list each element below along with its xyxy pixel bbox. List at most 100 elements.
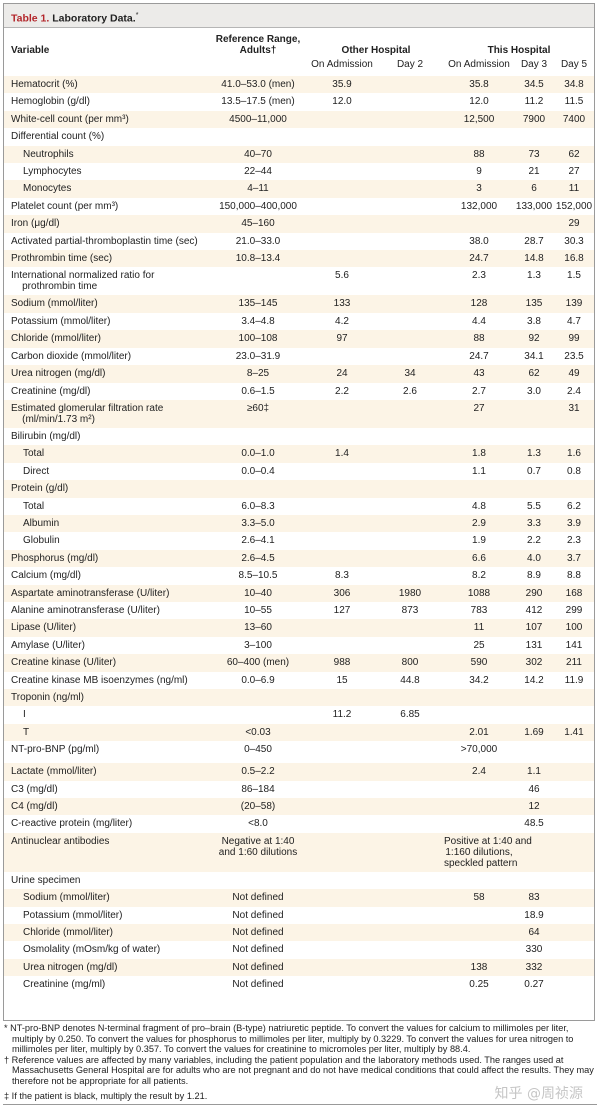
cell-other-day-2	[376, 233, 444, 250]
cell-this-on-admission: 24.7	[469, 253, 489, 265]
cell-reference-range: 2.6–4.1	[241, 535, 275, 547]
cell-this-day-3	[514, 428, 554, 445]
cell-this-day-5	[554, 763, 594, 780]
cell-reference-range: 10.8–13.4	[235, 253, 281, 265]
table-row: White-cell count (per mm³) 4500–11,000 12,…	[4, 110, 594, 129]
cell-reference-range: ≥60‡	[246, 402, 270, 414]
cell-this-day-5: 31	[568, 402, 580, 414]
cell-variable: Hemoglobin (g/dl)	[11, 96, 90, 108]
table-row: Lactate (mmol/liter) 0.5–2.2 2.4 1.1	[4, 763, 594, 781]
cell-reference-range: Not defined	[232, 944, 284, 956]
cell-this-day-5: 100	[565, 622, 583, 634]
cell-reference-range: (20–58)	[240, 801, 276, 813]
cell-this-day-5: 27	[568, 166, 580, 178]
cell-other-on-admission	[308, 889, 376, 906]
cell-this-day-3: 302	[525, 657, 543, 669]
cell-this-day-5	[554, 480, 594, 497]
cell-this-day-3: 1.69	[524, 726, 544, 738]
cell-this-day-3: 14.2	[524, 674, 544, 686]
table-row: Hemoglobin (g/dl) 13.5–17.5 (men) 12.0 12.0…	[4, 93, 594, 110]
cell-reference-range: 0–450	[244, 744, 272, 756]
cell-other-day-2	[376, 550, 444, 567]
cell-this-day-3: 92	[528, 333, 540, 345]
cell-reference-range	[208, 689, 308, 706]
cell-other-on-admission	[308, 400, 376, 428]
cell-other-day-2	[376, 400, 444, 428]
cell-other-day-2: 6.85	[400, 709, 420, 721]
table-row: T <0.03 2.01 1.69 1.41	[4, 723, 594, 742]
cell-this-day-3	[514, 706, 554, 723]
cell-this-day-5: 168	[565, 587, 583, 599]
cell-this-on-admission	[444, 924, 514, 941]
cell-variable: Platelet count (per mm³)	[11, 200, 119, 212]
table-row: NT-pro-BNP (pg/ml) 0–450 >70,000	[4, 741, 594, 763]
cell-this-day-3: 4.0	[527, 552, 541, 564]
table-row: Creatine kinase (U/liter) 60–400 (men) 988…	[4, 654, 594, 672]
cell-other-day-2	[376, 76, 444, 93]
cell-other-on-admission	[308, 833, 376, 872]
cell-this-day-3	[514, 400, 554, 428]
cell-other-on-admission	[308, 498, 376, 515]
cell-reference-range: 13–60	[244, 622, 272, 634]
cell-this-day-3: 64	[528, 927, 540, 939]
cell-this-day-3: 0.7	[527, 465, 541, 477]
cell-variable: Creatine kinase MB isoenzymes (ng/ml)	[11, 674, 188, 686]
cell-other-day-2	[376, 763, 444, 780]
subheader-this-day-5: Day 5	[560, 59, 588, 70]
cell-other-on-admission	[308, 163, 376, 180]
cell-this-on-admission: 43	[473, 368, 485, 380]
cell-this-day-3: 21	[528, 166, 540, 178]
cell-this-on-admission: 2.7	[472, 385, 486, 397]
cell-variable: Phosphorus (mg/dl)	[11, 552, 99, 564]
cell-other-on-admission	[308, 233, 376, 250]
cell-other-on-admission	[308, 128, 376, 145]
cell-reference-range: 86–184	[241, 783, 275, 795]
cell-variable: Osmolality (mOsm/kg of water)	[23, 944, 161, 956]
cell-variable: White-cell count (per mm³)	[11, 113, 129, 125]
cell-variable: Total	[23, 500, 45, 512]
table-row: Osmolality (mOsm/kg of water) Not defined…	[4, 941, 594, 958]
cell-other-day-2	[376, 941, 444, 958]
cell-this-on-admission	[444, 128, 514, 145]
cell-other-on-admission	[308, 872, 376, 889]
cell-variable: C3 (mg/dl)	[11, 783, 58, 795]
cell-variable: Antinuclear antibodies	[11, 835, 110, 847]
cell-variable: Aspartate aminotransferase (U/liter)	[11, 587, 170, 599]
cell-this-day-5: 11.5	[564, 96, 584, 108]
cell-variable: Lymphocytes	[23, 166, 82, 178]
cell-other-day-2	[376, 567, 444, 584]
table-row: Urea nitrogen (mg/dl) Not defined 138 332	[4, 958, 594, 977]
cell-other-on-admission: 11.2	[332, 709, 352, 721]
cell-reference-range: 3–100	[244, 639, 272, 651]
cell-variable: Troponin (ng/ml)	[11, 692, 84, 703]
cell-this-on-admission: 8.2	[472, 570, 486, 582]
cell-variable: Potassium (mmol/liter)	[23, 909, 123, 921]
cell-this-day-5: 2.3	[567, 535, 581, 547]
cell-this-day-5	[554, 959, 594, 976]
table-row: Total 6.0–8.3 4.8 5.5 6.2	[4, 498, 594, 515]
table-row: Monocytes 4–11 3 6 11	[4, 180, 594, 198]
header-variable: Variable	[11, 45, 50, 56]
cell-this-day-3: 46	[528, 783, 540, 795]
table-row: Total 0.0–1.0 1.4 1.8 1.3 1.6	[4, 445, 594, 463]
cell-other-day-2	[376, 480, 444, 497]
cell-other-day-2	[376, 215, 444, 232]
cell-other-on-admission	[308, 924, 376, 941]
table-row: Neutrophils 40–70 88 73 62	[4, 145, 594, 164]
cell-other-day-2	[376, 267, 444, 295]
cell-other-on-admission: 2.2	[335, 385, 349, 397]
cell-variable: Bilirubin (mg/dl)	[11, 430, 81, 442]
cell-reference-range: 60–400 (men)	[226, 657, 290, 669]
cell-reference-range: <8.0	[248, 818, 268, 830]
cell-this-day-3: 0.27	[524, 979, 544, 991]
cell-other-day-2	[376, 515, 444, 532]
cell-variable: Sodium (mmol/liter)	[23, 892, 110, 904]
cell-this-on-admission: 34.2	[469, 674, 489, 686]
cell-this-day-3: 412	[525, 604, 543, 616]
cell-this-day-5: 49	[568, 368, 580, 380]
cell-this-day-3: 3.3	[527, 517, 541, 529]
cell-variable: Protein (g/dl)	[11, 483, 69, 495]
table-row: Activated partial-thromboplastin time (s…	[4, 233, 594, 250]
cell-reference-range: 150,000–400,000	[219, 200, 297, 212]
cell-variable: Lipase (U/liter)	[11, 622, 77, 634]
